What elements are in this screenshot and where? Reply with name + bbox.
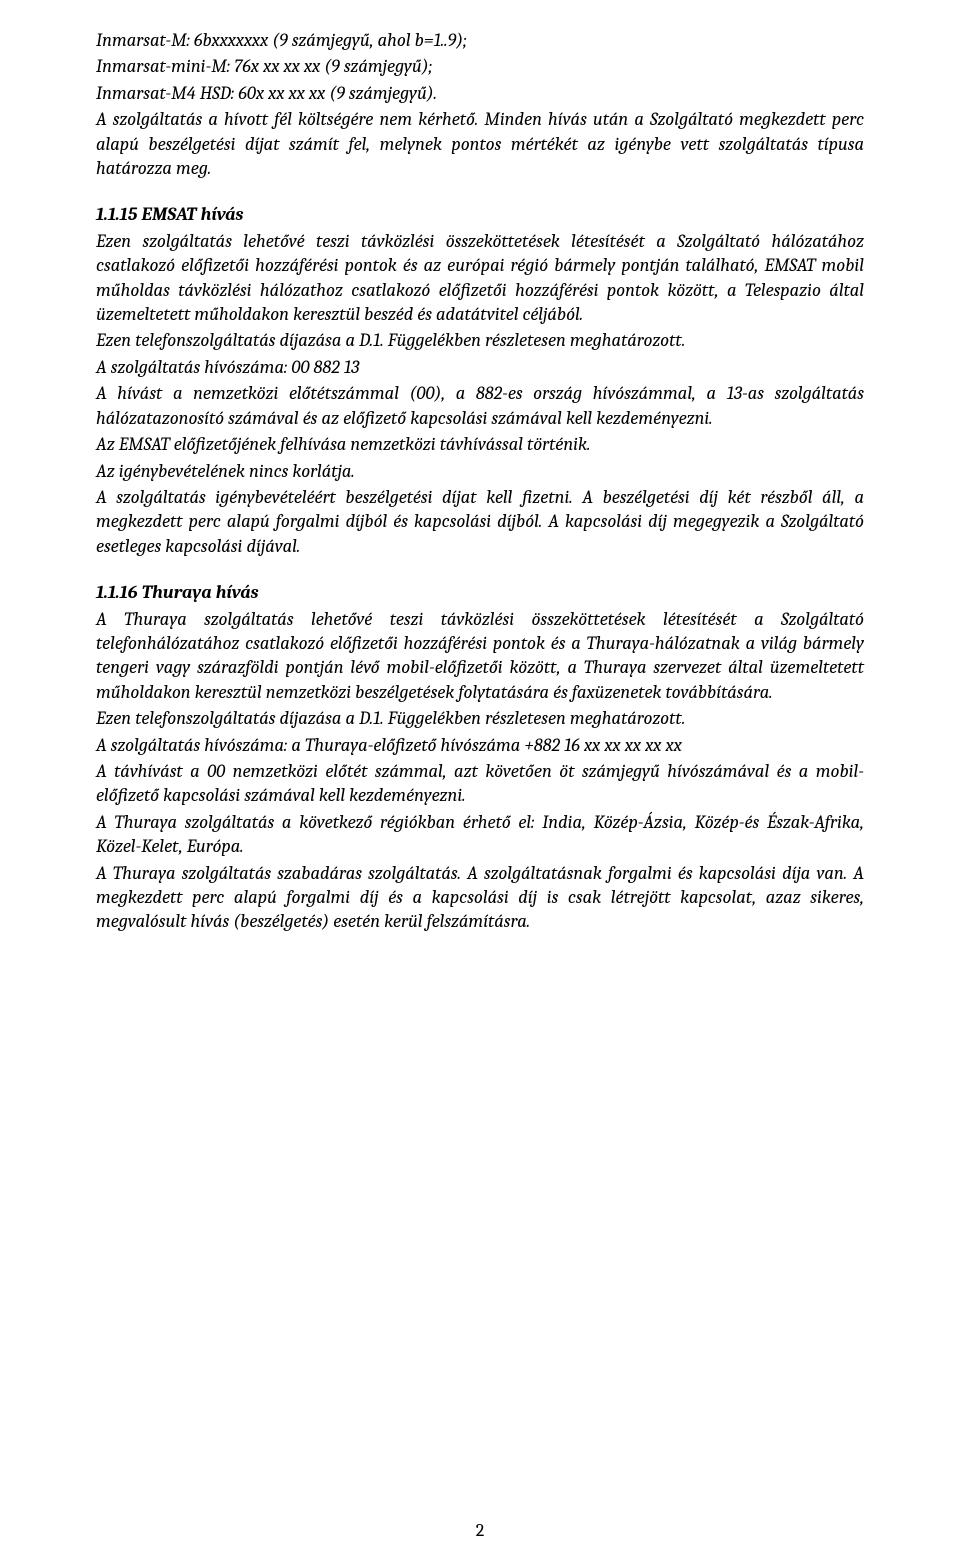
section-15-p4: A hívást a nemzetközi előtétszámmal (00)… (96, 381, 864, 430)
section-15-p1: Ezen szolgáltatás lehetővé teszi távközl… (96, 229, 864, 327)
section-15-p5: Az EMSAT előfizetőjének felhívása nemzet… (96, 432, 864, 456)
intro-line-2: Inmarsat-mini-M: 76x xx xx xx (9 számjeg… (96, 54, 864, 78)
page-number: 2 (0, 1519, 960, 1543)
section-16-p5: A Thuraya szolgáltatás a következő régió… (96, 810, 864, 859)
section-16-p2: Ezen telefonszolgáltatás díjazása a D.1.… (96, 706, 864, 730)
intro-paragraph: A szolgáltatás a hívott fél költségére n… (96, 107, 864, 180)
section-15-p2: Ezen telefonszolgáltatás díjazása a D.1.… (96, 328, 864, 352)
section-15-p7: A szolgáltatás igénybevételéért beszélge… (96, 485, 864, 558)
section-16-p1: A Thuraya szolgáltatás lehetővé teszi tá… (96, 607, 864, 705)
section-spacer (96, 560, 864, 580)
section-16-p3: A szolgáltatás hívószáma: a Thuraya-előf… (96, 733, 864, 757)
section-15-p6: Az igénybevételének nincs korlátja. (96, 459, 864, 483)
section-16-p6: A Thuraya szolgáltatás szabadáras szolgá… (96, 861, 864, 934)
intro-line-1: Inmarsat-M: 6bxxxxxxx (9 számjegyű, ahol… (96, 28, 864, 52)
section-16-p4: A távhívást a 00 nemzetközi előtét számm… (96, 759, 864, 808)
section-spacer (96, 182, 864, 202)
section-16-title: 1.1.16 Thuraya hívás (96, 580, 864, 604)
intro-line-3: Inmarsat-M4 HSD: 60x xx xx xx (9 számjeg… (96, 81, 864, 105)
section-15-p3: A szolgáltatás hívószáma: 00 882 13 (96, 355, 864, 379)
section-15-title: 1.1.15 EMSAT hívás (96, 202, 864, 226)
